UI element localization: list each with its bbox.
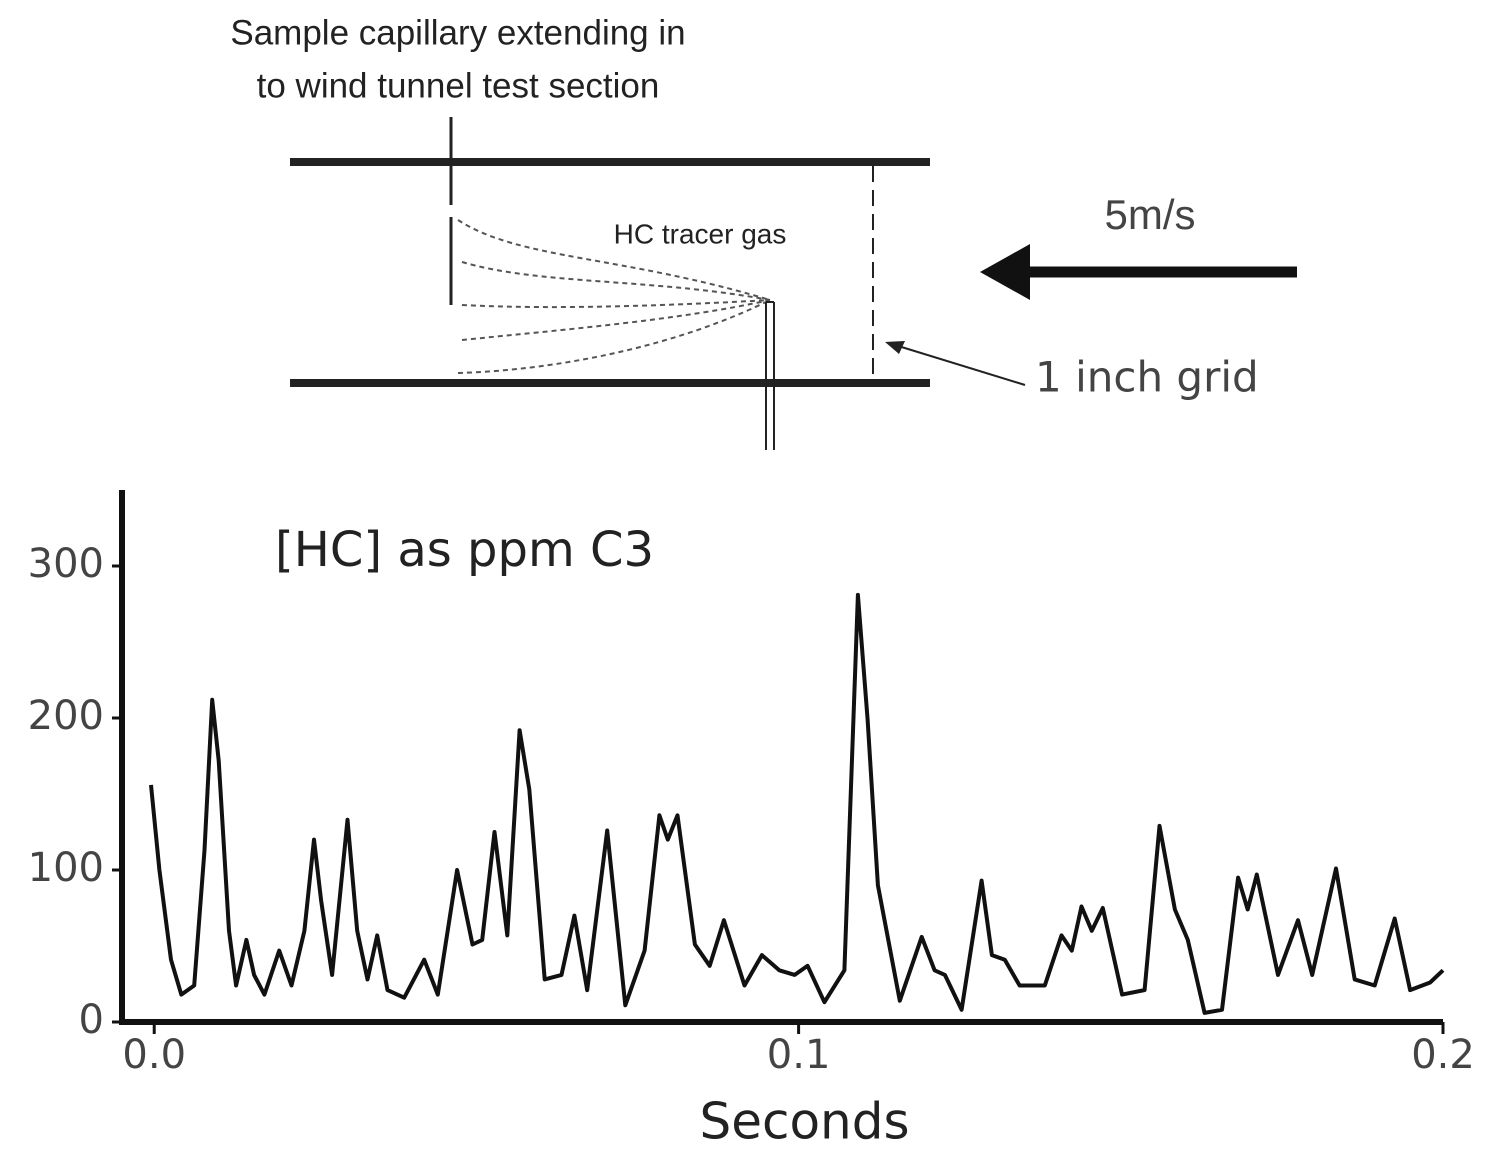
plume-line <box>461 261 771 301</box>
x-tick-label: 0.0 <box>122 1032 186 1078</box>
y-tick-label: 300 <box>28 541 104 587</box>
flow-arrow-head <box>980 244 1030 300</box>
plume-line <box>457 299 771 374</box>
x-tick-label: 0.1 <box>767 1032 831 1078</box>
pointer-arrow-head <box>885 341 905 354</box>
chart-title: [HC] as ppm C3 <box>275 522 654 578</box>
y-tick-label: 200 <box>28 693 104 739</box>
tunnel-diagram: Sample capillary extending in to wind tu… <box>230 13 1297 450</box>
x-axis-label: Seconds <box>699 1093 909 1151</box>
y-tick-label: 100 <box>28 845 104 891</box>
data-line <box>149 592 1445 1015</box>
tracer-label: HC tracer gas <box>614 218 787 249</box>
tracer-plume <box>457 219 771 374</box>
x-tick-label: 0.2 <box>1411 1032 1475 1078</box>
chart: 0 100 200 300 0.0 0.1 0.2 [HC] as ppm C3 Seconds <box>28 490 1475 1151</box>
plume-line <box>461 299 771 309</box>
caption-line: to wind tunnel test section <box>257 66 660 105</box>
speed-label: 5m/s <box>1104 191 1195 238</box>
caption-line: Sample capillary extending in <box>230 13 685 52</box>
pointer-arrow <box>894 344 1026 386</box>
plume-line <box>461 299 771 341</box>
grid-label: 1 inch grid <box>1035 353 1259 402</box>
plume-line <box>457 219 771 301</box>
y-tick-label: 0 <box>79 997 104 1043</box>
